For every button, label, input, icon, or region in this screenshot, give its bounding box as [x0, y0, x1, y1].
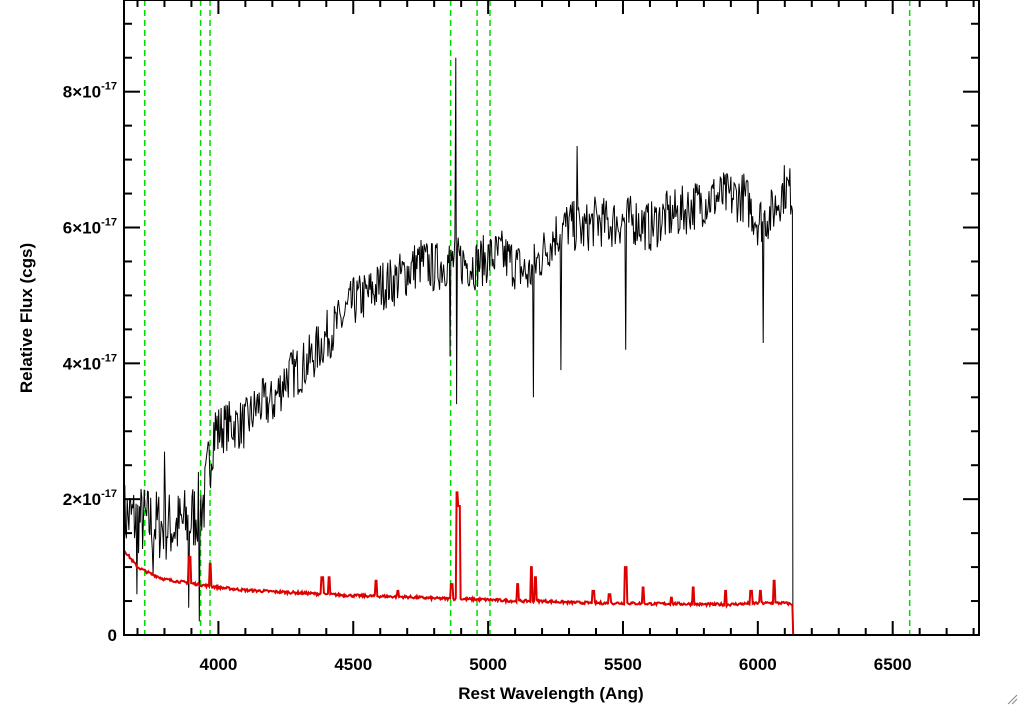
resize-grip-icon[interactable]	[1007, 694, 1018, 705]
x-tick-label: 4500	[334, 655, 372, 674]
series-observed-spectrum	[123, 57, 794, 636]
y-axis-label: Relative Flux (cgs)	[17, 243, 36, 393]
x-axis-ticks: 4000 4500 5000 5500 6000 6500	[136, 0, 975, 674]
reference-lines	[144, 0, 911, 635]
x-axis-label: Rest Wavelength (Ang)	[458, 684, 643, 703]
plot-area	[124, 0, 979, 635]
y-tick-label: 8×10-17	[63, 81, 117, 102]
y-tick-label: 2×10-17	[63, 488, 117, 509]
x-tick-label: 6500	[874, 655, 912, 674]
y-tick-label: 6×10-17	[63, 217, 117, 238]
plot-frame	[123, 0, 980, 636]
series-layer	[123, 57, 979, 636]
x-tick-label: 5000	[469, 655, 507, 674]
x-tick-label: 5500	[604, 655, 642, 674]
x-tick-label: 6000	[739, 655, 777, 674]
axes	[123, 0, 980, 636]
y-tick-label: 4×10-17	[63, 352, 117, 373]
x-tick-label: 4000	[199, 655, 237, 674]
y-tick-label: 0	[108, 626, 117, 645]
series-model-spectrum	[123, 491, 979, 636]
